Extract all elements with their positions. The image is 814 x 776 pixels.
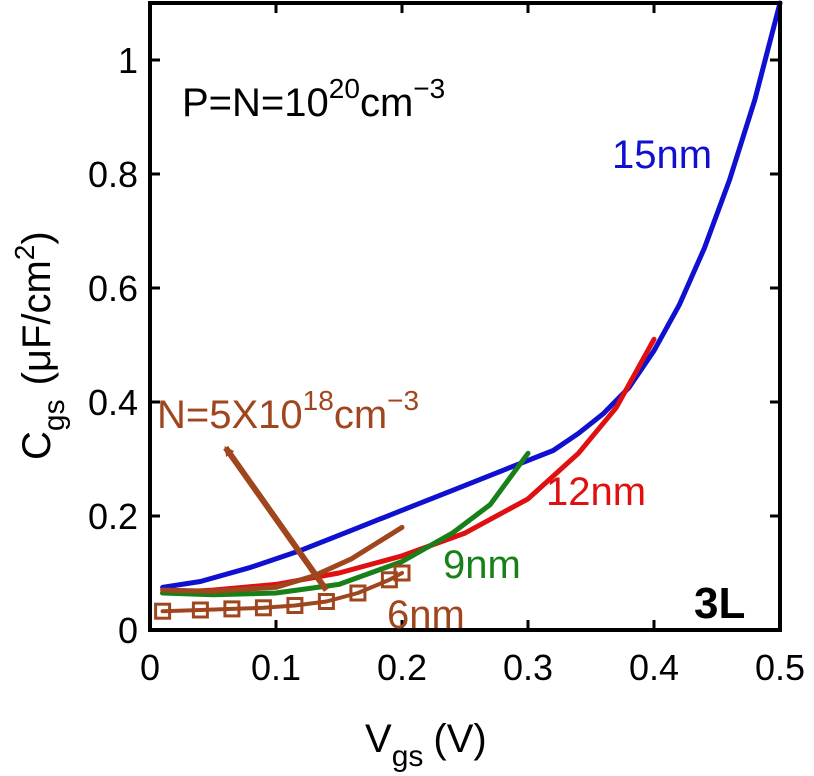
series-layer — [160, 0, 783, 614]
data-point — [286, 597, 304, 614]
x-tick-label: 0.4 — [629, 647, 679, 688]
low-doping-prefix: N=5X10 — [157, 393, 303, 437]
doping-mid: cm — [360, 81, 413, 125]
label-12nm: 12nm — [546, 470, 646, 514]
y-axis-label-unit-prefix: (μF/cm — [15, 260, 59, 385]
doping-prefix: P=N=10 — [182, 81, 329, 125]
x-tick-label: 0.5 — [755, 647, 805, 688]
x-tick-label: 0.3 — [503, 647, 553, 688]
low-doping-sup2: −3 — [387, 385, 419, 416]
y-tick-label: 1 — [118, 40, 138, 81]
data-point — [317, 593, 335, 610]
x-tick-label: 0.1 — [251, 647, 301, 688]
data-point — [393, 564, 411, 582]
low-doping-sup: 18 — [303, 385, 334, 416]
x-axis-label-unit: (V) — [433, 717, 486, 761]
marker-layer — [154, 564, 411, 620]
doping-sup: 20 — [329, 73, 360, 104]
low-doping-mid: cm — [334, 393, 387, 437]
y-tick-label: 0.4 — [88, 382, 138, 423]
y-axis-label-unit-suffix: ) — [15, 231, 59, 244]
doping-sup2: −3 — [413, 73, 445, 104]
data-point — [349, 584, 367, 602]
series-line-6nm — [160, 524, 405, 594]
y-axis-label: Cgs (μF/cm2) — [9, 231, 71, 460]
label-15nm: 15nm — [612, 133, 712, 177]
y-tick-label: 0.6 — [88, 268, 138, 309]
data-point — [254, 599, 272, 617]
x-tick-label: 0.2 — [377, 647, 427, 688]
low-doping-annotation: N=5X1018cm−3 — [157, 385, 419, 437]
x-tick-label: 0 — [140, 647, 160, 688]
label-9nm: 9nm — [443, 543, 521, 587]
data-point — [223, 600, 241, 618]
y-axis-label-unit-sup: 2 — [9, 245, 40, 261]
data-point — [154, 602, 172, 620]
x-ticks: 0 0.1 0.2 0.3 0.4 0.5 — [140, 3, 805, 688]
y-ticks: 0 0.2 0.4 0.6 0.8 1 — [88, 40, 780, 651]
x-axis-label-main: V — [365, 717, 392, 761]
y-tick-label: 0.2 — [88, 496, 138, 537]
y-axis-label-sub: gs — [38, 399, 71, 431]
arrow-pointer — [223, 445, 329, 592]
x-axis-label: Vgs (V) — [365, 717, 487, 773]
label-6nm: 6nm — [387, 593, 465, 637]
series-line-9nm — [160, 450, 531, 598]
series-line-15nm — [160, 0, 783, 590]
y-axis-label-main: C — [15, 431, 59, 460]
label-3l: 3L — [694, 579, 745, 628]
plot-frame — [148, 1, 782, 632]
x-axis-label-sub: gs — [392, 740, 424, 773]
y-tick-label: 0 — [118, 610, 138, 651]
data-point — [191, 601, 209, 619]
y-tick-label: 0.8 — [88, 154, 138, 195]
doping-annotation: P=N=1020cm−3 — [182, 73, 445, 125]
series-line-n-5x10-18cm-3 — [160, 571, 404, 614]
